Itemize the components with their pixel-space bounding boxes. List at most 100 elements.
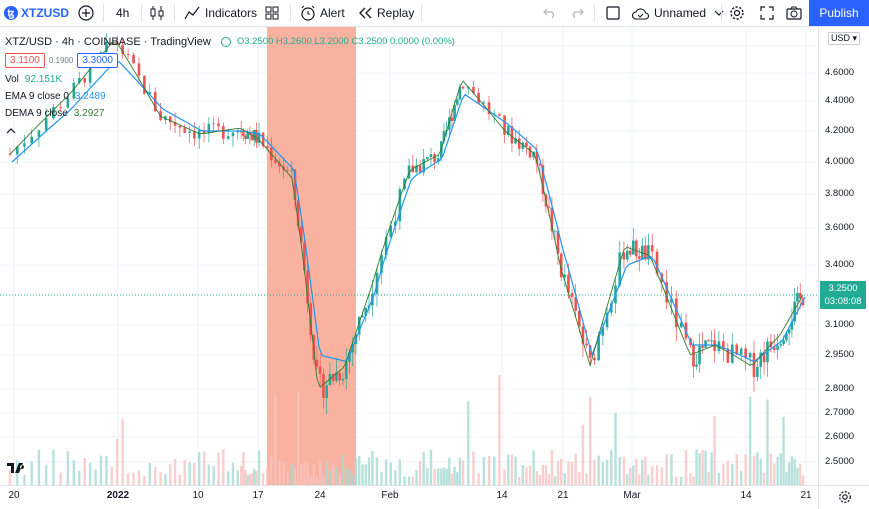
chart-pane[interactable]: XTZ/USD · 4h · COINBASE · TradingView O3… xyxy=(0,27,818,485)
candle-body xyxy=(418,165,422,173)
volume-bar xyxy=(517,476,521,485)
alarm-clock-icon xyxy=(301,5,315,21)
chart-type-button[interactable] xyxy=(150,0,164,26)
volume-bar xyxy=(525,467,528,485)
price-tick-label: 2.9500 xyxy=(825,349,855,360)
alert-label: Alert xyxy=(320,6,345,20)
ema-label[interactable]: EMA 9 close 0 xyxy=(5,91,69,102)
undo-button[interactable] xyxy=(543,0,557,26)
volume-bar xyxy=(538,475,542,485)
volume-bar xyxy=(769,453,773,485)
replay-button[interactable]: Replay xyxy=(358,0,414,26)
fullscreen-button[interactable] xyxy=(760,0,774,26)
candle-body xyxy=(538,163,542,166)
snapshot-button[interactable] xyxy=(786,0,802,26)
volume-bar xyxy=(246,475,249,485)
currency-selector[interactable]: USD ▾ xyxy=(828,32,861,45)
symbol-search-button[interactable]: ꜩ XTZUSD xyxy=(4,0,69,26)
volume-bar xyxy=(328,470,332,485)
volume-bar xyxy=(278,461,281,485)
publish-button[interactable]: Publish xyxy=(809,0,869,26)
volume-bar xyxy=(698,453,701,485)
candle-body xyxy=(212,123,215,125)
volume-bar xyxy=(293,467,297,485)
volume-bar xyxy=(626,474,629,485)
tradingview-logo[interactable] xyxy=(6,461,28,479)
volume-bar xyxy=(358,455,361,485)
interval-button[interactable]: 4h xyxy=(116,6,130,20)
dema-label[interactable]: DEMA 9 close xyxy=(5,108,68,119)
volume-bar xyxy=(510,454,514,485)
top-toolbar: ꜩ XTZUSD 4h Indicators Alert Replay Unna… xyxy=(0,0,869,27)
time-tick-label: Feb xyxy=(381,490,399,501)
candle-body xyxy=(498,113,501,116)
compare-symbol-button[interactable] xyxy=(78,0,94,26)
candle-body xyxy=(331,374,335,381)
volume-bar xyxy=(433,468,436,485)
price-chart[interactable] xyxy=(0,27,818,485)
buy-price-box[interactable]: 3.3000 xyxy=(77,53,118,68)
redo-button[interactable] xyxy=(570,0,584,26)
candle-body xyxy=(88,61,92,83)
candle-body xyxy=(299,226,303,243)
volume-bar xyxy=(782,416,785,485)
sell-price-box[interactable]: 3.1100 xyxy=(5,53,45,68)
candle-body xyxy=(274,160,277,163)
volume-bar xyxy=(341,454,345,485)
axis-settings-button[interactable] xyxy=(818,485,869,509)
volume-bar xyxy=(83,457,86,485)
indicators-icon xyxy=(184,6,200,20)
time-axis[interactable]: 20 2022 10 17 24 Feb 14 21 Mar 14 21 xyxy=(0,485,818,509)
candle-body xyxy=(415,165,418,173)
camera-icon xyxy=(786,6,802,20)
templates-button[interactable] xyxy=(265,0,279,26)
candle-body xyxy=(655,251,659,274)
volume-bar xyxy=(159,472,162,485)
volume-bar xyxy=(713,416,716,485)
volume-bar xyxy=(394,470,397,485)
collapse-legend-button[interactable] xyxy=(5,122,455,139)
price-tick-label: 3.4000 xyxy=(825,259,855,270)
volume-bar xyxy=(704,450,707,485)
volume-bar xyxy=(137,470,141,485)
volume-bar xyxy=(482,457,486,485)
volume-bar xyxy=(164,473,167,485)
time-tick-label: 2022 xyxy=(106,490,130,501)
settings-button[interactable] xyxy=(729,0,745,26)
volume-bar xyxy=(88,463,92,485)
volume-bar xyxy=(710,452,713,485)
candle-body xyxy=(588,345,592,358)
time-tick-label: 24 xyxy=(314,490,326,501)
candle-body xyxy=(472,86,475,94)
volume-bar xyxy=(588,397,592,485)
candles-icon xyxy=(150,6,164,20)
vol-label[interactable]: Vol xyxy=(5,74,19,85)
volume-bar xyxy=(647,475,650,485)
volume-bar xyxy=(351,474,354,485)
candle-body xyxy=(722,341,725,349)
save-layout-button[interactable]: Unnamed xyxy=(632,0,724,26)
alert-button[interactable]: Alert xyxy=(300,0,345,26)
candle-body xyxy=(601,327,605,336)
indicators-button[interactable]: Indicators xyxy=(184,0,257,26)
gear-icon xyxy=(730,6,744,20)
volume-bar xyxy=(30,461,33,485)
volume-bar xyxy=(422,452,425,485)
volume-bar xyxy=(429,449,433,485)
candle-body xyxy=(188,131,191,133)
volume-bar xyxy=(644,456,647,485)
volume-bar xyxy=(398,459,402,485)
candle-body xyxy=(704,340,707,348)
volume-bar xyxy=(253,469,256,485)
volume-bar xyxy=(790,455,794,485)
candle-body xyxy=(315,359,319,367)
price-axis[interactable]: USD ▾ 4.6000 4.4000 4.2000 4.0000 3.8000 3.60… xyxy=(818,27,869,485)
time-tick-label: 14 xyxy=(740,490,752,501)
candle-body xyxy=(675,298,678,328)
layout-toggle-button[interactable] xyxy=(606,0,620,26)
candle-body xyxy=(202,130,206,134)
candle-body xyxy=(44,118,48,131)
legend-title[interactable]: XTZ/USD · 4h · COINBASE · TradingView xyxy=(5,35,211,48)
volume-bar xyxy=(415,469,418,485)
candle-body xyxy=(574,297,577,311)
